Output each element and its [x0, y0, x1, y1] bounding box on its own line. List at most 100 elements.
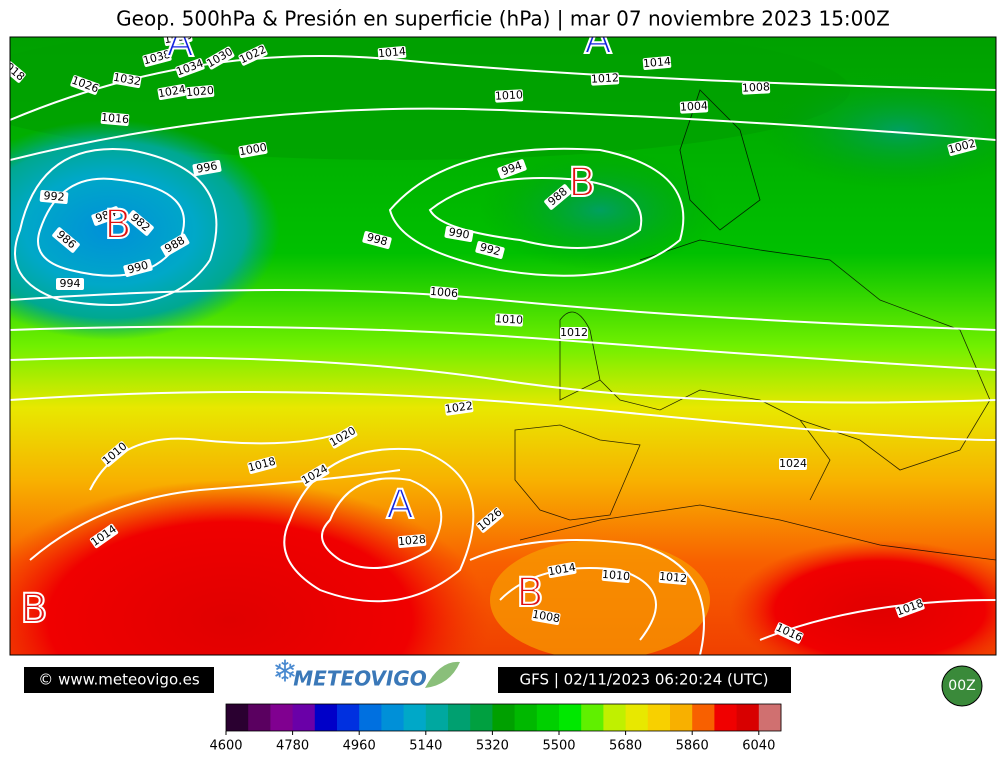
isobar-label: 1010 — [495, 88, 524, 102]
isobar-label-bg — [779, 458, 807, 470]
isobar-label: 1004 — [680, 99, 709, 113]
isobar-label-text: 1008 — [742, 80, 771, 94]
colorbar-segment — [758, 704, 782, 731]
colorbar-segment — [448, 704, 471, 731]
isobar-label-text: 1014 — [377, 45, 406, 60]
isobar-label-text: 1010 — [495, 88, 524, 102]
colorbar-segment — [736, 704, 760, 731]
isobar-label-bg — [163, 37, 193, 47]
colorbar-tick-label: 6040 — [742, 739, 775, 754]
isobar-label-bg — [328, 425, 358, 449]
colorbar-segment — [559, 704, 582, 731]
isobar-label-bg — [91, 206, 121, 226]
pressure-center: A — [166, 20, 194, 66]
colorbar-segment — [425, 704, 449, 731]
isobar-label-bg — [100, 111, 130, 127]
isobar-label: 994 — [56, 277, 84, 290]
isobar-label-bg — [444, 400, 474, 416]
isobar-label-bg — [157, 83, 187, 101]
isobar-label-text: 1012 — [659, 570, 688, 585]
isobar-label-bg — [52, 227, 80, 253]
isobar-label-bg — [547, 561, 577, 579]
isobar-label-text: 994 — [60, 277, 81, 290]
isobar-label-bg — [112, 71, 142, 89]
run-info: GFS | 02/11/2023 06:20:24 (UTC) — [520, 671, 769, 689]
isobar-label-text: 1008 — [531, 608, 561, 626]
isobar-label-bg — [642, 55, 672, 71]
isobar-label-text: 1020 — [185, 84, 214, 99]
isobar-label: 1032 — [112, 71, 142, 89]
isobar-label-bg — [123, 259, 153, 277]
isobar-label: 996 — [192, 159, 222, 177]
isobar-label-text: 1024 — [779, 457, 807, 470]
isobar-label-text: 990 — [126, 259, 150, 277]
isobar-label: 990 — [123, 259, 153, 277]
colorbar-segment — [492, 704, 516, 731]
colorbar-segment — [581, 704, 604, 731]
colorbar-tick-label: 5320 — [476, 739, 509, 754]
isobar-label-bg — [601, 568, 631, 584]
colorbar-segment — [603, 704, 627, 731]
isobar-label: 1028 — [397, 533, 426, 548]
isobar-label-bg — [658, 570, 688, 586]
isobar-label: 1008 — [742, 80, 771, 94]
isobar-label-text: 1006 — [430, 285, 459, 300]
run-box — [498, 667, 791, 693]
isobar-label-text: 992 — [478, 241, 502, 259]
isobar-label-text: 1016 — [101, 111, 130, 126]
isobar-label-text: 1014 — [547, 561, 577, 579]
isobar-label: 1022 — [444, 399, 474, 416]
isobar-label-bg — [895, 598, 925, 618]
isobar-label-bg — [475, 241, 505, 259]
isobar-label-bg — [531, 608, 561, 626]
isobar-label-bg — [377, 45, 407, 61]
colorbar-tick-label: 4780 — [276, 739, 309, 754]
isobar-label: 1010 — [495, 312, 524, 326]
colorbar-segment — [625, 704, 649, 731]
isobar-label-text: 998 — [365, 231, 389, 249]
colorbar-segment — [359, 704, 382, 731]
isobar-label-bg — [89, 523, 119, 549]
isobar-label-text: 1024 — [157, 83, 187, 101]
isobar-label: 1014 — [377, 45, 406, 60]
colorbar-segment — [226, 704, 249, 731]
isobar-label-bg — [192, 159, 222, 177]
isobar-label-bg — [56, 278, 84, 290]
isobar-label-bg — [362, 231, 392, 249]
pressure-center: A — [386, 482, 414, 528]
copyright-box — [24, 667, 214, 693]
colorbar-segment — [337, 704, 360, 731]
isobar-label-bg — [39, 189, 69, 205]
isobar-label: 998 — [362, 231, 392, 249]
isobar-label-bg — [476, 507, 504, 533]
pressure-center: B — [104, 202, 131, 248]
colorbar-segment — [714, 704, 738, 731]
isobar-label-text: 1010 — [602, 568, 631, 583]
isobar-label-text: 1028 — [397, 533, 426, 548]
isobar-label: 990 — [444, 225, 474, 243]
isobar-label-bg — [544, 184, 572, 210]
pressure-center: A — [584, 17, 612, 63]
isobar-label: 1024 — [157, 83, 187, 101]
isobar-label-text: 1012 — [591, 71, 620, 85]
isobar-label: 1012 — [659, 570, 688, 585]
colorbar-segment — [470, 704, 493, 731]
isobar-label-text: 1032 — [112, 71, 142, 89]
isobar-label: 1012 — [591, 71, 620, 85]
logo-leaf — [425, 661, 460, 688]
colorbar-segment — [514, 704, 538, 731]
isobar-label-text: 1036 — [163, 29, 193, 47]
colorbar-tick-label: 4600 — [209, 739, 242, 754]
isobar-label: 1014 — [547, 561, 577, 579]
colorbar-tick-label: 5680 — [609, 739, 642, 754]
isobar-label-bg — [238, 141, 268, 159]
isobar-label-bg — [300, 463, 330, 487]
copyright: © www.meteovigo.es — [38, 671, 200, 689]
isobar-label: 992 — [39, 189, 69, 205]
isobar-label-bg — [10, 57, 26, 83]
colorbar-frame — [225, 703, 782, 732]
pressure-center: B — [568, 160, 595, 206]
isobar-label-bg — [101, 441, 129, 467]
